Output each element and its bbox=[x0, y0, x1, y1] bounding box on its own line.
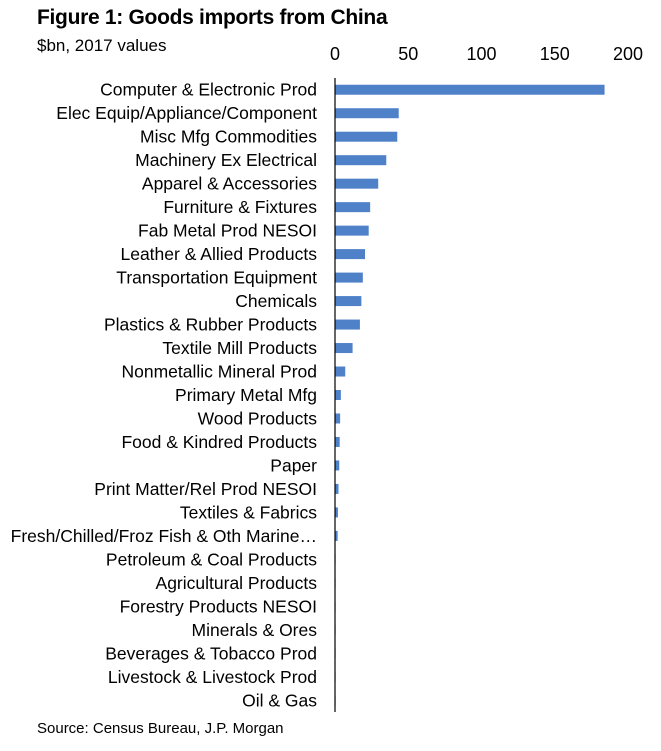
chart-subtitle: $bn, 2017 values bbox=[37, 36, 167, 55]
bar-3 bbox=[335, 155, 387, 166]
category-label-2: Misc Mfg Commodities bbox=[140, 127, 317, 147]
category-label-13: Primary Metal Mfg bbox=[175, 385, 317, 405]
category-label-15: Food & Kindred Products bbox=[121, 432, 317, 452]
bar-2 bbox=[335, 131, 398, 142]
x-tick-label-3: 150 bbox=[540, 44, 570, 64]
bar-0 bbox=[335, 84, 605, 95]
bars bbox=[335, 84, 605, 706]
x-tick-label-1: 50 bbox=[398, 44, 418, 64]
category-label-16: Paper bbox=[270, 455, 317, 475]
category-label-9: Chemicals bbox=[235, 291, 317, 311]
category-label-25: Livestock & Livestock Prod bbox=[108, 667, 317, 687]
bar-13 bbox=[335, 390, 341, 400]
bar-16 bbox=[335, 460, 340, 471]
bar-9 bbox=[335, 296, 362, 307]
category-label-5: Furniture & Fixtures bbox=[163, 197, 317, 217]
bar-14 bbox=[335, 413, 341, 424]
category-label-0: Computer & Electronic Prod bbox=[100, 80, 317, 100]
category-label-24: Beverages & Tobacco Prod bbox=[105, 643, 317, 663]
category-label-14: Wood Products bbox=[198, 408, 318, 428]
category-label-22: Forestry Products NESOI bbox=[120, 596, 317, 616]
category-label-17: Print Matter/Rel Prod NESOI bbox=[94, 479, 317, 499]
chart-title: Figure 1: Goods imports from China bbox=[37, 6, 388, 29]
bar-1 bbox=[335, 108, 399, 119]
category-label-4: Apparel & Accessories bbox=[142, 174, 317, 194]
bar-12 bbox=[335, 366, 346, 377]
category-label-8: Transportation Equipment bbox=[116, 268, 317, 288]
bar-10 bbox=[335, 319, 360, 330]
category-label-10: Plastics & Rubber Products bbox=[104, 315, 317, 335]
category-label-11: Textile Mill Products bbox=[162, 338, 317, 358]
bar-6 bbox=[335, 225, 369, 236]
bar-11 bbox=[335, 343, 353, 354]
category-label-3: Machinery Ex Electrical bbox=[135, 150, 317, 170]
x-tick-label-4: 200 bbox=[613, 44, 643, 64]
category-label-1: Elec Equip/Appliance/Component bbox=[56, 103, 317, 123]
bar-8 bbox=[335, 272, 363, 283]
category-label-20: Petroleum & Coal Products bbox=[106, 549, 317, 569]
bar-7 bbox=[335, 249, 366, 260]
x-tick-label-2: 100 bbox=[466, 44, 496, 64]
category-label-7: Leather & Allied Products bbox=[120, 244, 317, 264]
source-note: Source: Census Bureau, J.P. Morgan bbox=[37, 720, 284, 737]
category-label-18: Textiles & Fabrics bbox=[180, 502, 317, 522]
category-label-23: Minerals & Ores bbox=[192, 620, 318, 640]
category-label-26: Oil & Gas bbox=[242, 690, 317, 710]
x-tick-label-0: 0 bbox=[330, 44, 340, 64]
bar-18 bbox=[335, 507, 338, 518]
category-label-19: Fresh/Chilled/Froz Fish & Oth Marine… bbox=[11, 526, 317, 546]
bar-15 bbox=[335, 436, 340, 447]
category-label-6: Fab Metal Prod NESOI bbox=[138, 221, 317, 241]
x-axis-ticks: 0 50 100 150 200 bbox=[330, 44, 643, 64]
bar-4 bbox=[335, 178, 379, 189]
bar-5 bbox=[335, 202, 371, 213]
category-label-21: Agricultural Products bbox=[156, 573, 318, 593]
category-labels: Computer & Electronic Prod Elec Equip/App… bbox=[11, 80, 318, 711]
category-label-12: Nonmetallic Mineral Prod bbox=[122, 362, 318, 382]
bar-17 bbox=[335, 483, 339, 494]
bar-19 bbox=[335, 530, 338, 541]
